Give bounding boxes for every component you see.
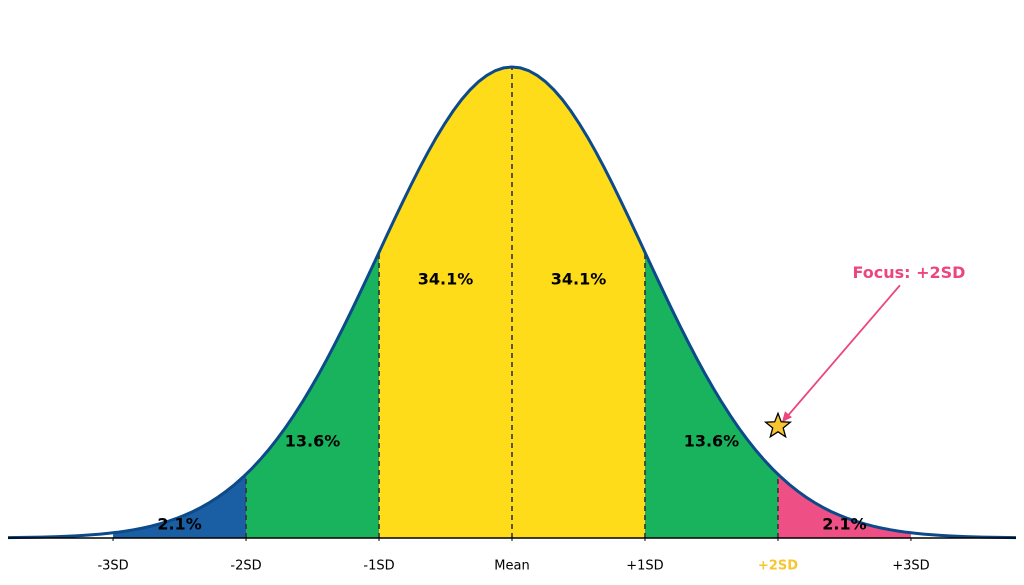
- percent-label: 2.1%: [822, 515, 866, 534]
- x-tick-label: +3SD: [892, 559, 929, 574]
- percent-label: 13.6%: [684, 432, 740, 451]
- x-tick-label: +1SD: [626, 559, 663, 574]
- x-tick-label: Mean: [494, 559, 529, 574]
- annotation-arrow: [783, 284, 901, 421]
- focus-star: [763, 411, 793, 439]
- percent-label: 34.1%: [418, 270, 474, 289]
- percent-label: 34.1%: [551, 270, 607, 289]
- curve: [7, 65, 1017, 540]
- x-tick-label: -1SD: [363, 559, 394, 574]
- region: [777, 474, 911, 538]
- x-tick-label: +2SD: [758, 559, 798, 574]
- percent-label: 2.1%: [157, 515, 201, 534]
- x-tick-label: -3SD: [97, 559, 128, 574]
- x-tick-label: -2SD: [230, 559, 261, 574]
- region: [512, 67, 645, 538]
- annotation-text: Focus: +2SD: [852, 263, 965, 282]
- percent-label: 13.6%: [285, 432, 341, 451]
- arrow-head: [781, 411, 792, 423]
- region: [379, 67, 512, 538]
- region: [113, 474, 247, 538]
